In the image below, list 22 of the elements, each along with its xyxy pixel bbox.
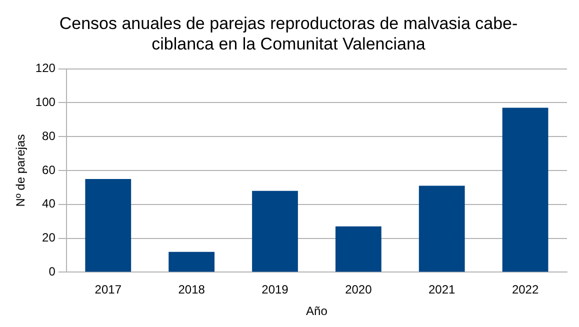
y-tick-label: 100 bbox=[35, 95, 56, 110]
bar bbox=[168, 252, 215, 272]
bar bbox=[85, 178, 132, 272]
y-tick-label: 120 bbox=[35, 61, 56, 76]
x-tick-label: 2022 bbox=[512, 282, 539, 297]
bar bbox=[335, 226, 382, 272]
y-tick-label: 20 bbox=[42, 230, 56, 245]
y-tick-label: 60 bbox=[42, 162, 56, 177]
x-tick-label: 2020 bbox=[345, 282, 372, 297]
bar bbox=[252, 190, 298, 272]
x-tick-label: 2018 bbox=[178, 282, 206, 297]
y-tick-label: 40 bbox=[42, 196, 56, 211]
chart-title: Censos anuales de parejas reproductoras de malvasia cabe- ciblanca en la Comunitat Valenciana bbox=[59, 14, 518, 54]
y-tick-label: 0 bbox=[48, 264, 56, 279]
y-axis-title: Nº de parejas bbox=[14, 134, 28, 207]
x-axis-title: Año bbox=[306, 304, 328, 318]
bar bbox=[502, 108, 548, 272]
y-tick-label: 80 bbox=[42, 128, 56, 143]
bar bbox=[418, 186, 465, 272]
x-tick-label: 2019 bbox=[262, 282, 289, 297]
x-tick-label: 2021 bbox=[428, 282, 456, 297]
x-tick-label: 2017 bbox=[94, 282, 122, 297]
